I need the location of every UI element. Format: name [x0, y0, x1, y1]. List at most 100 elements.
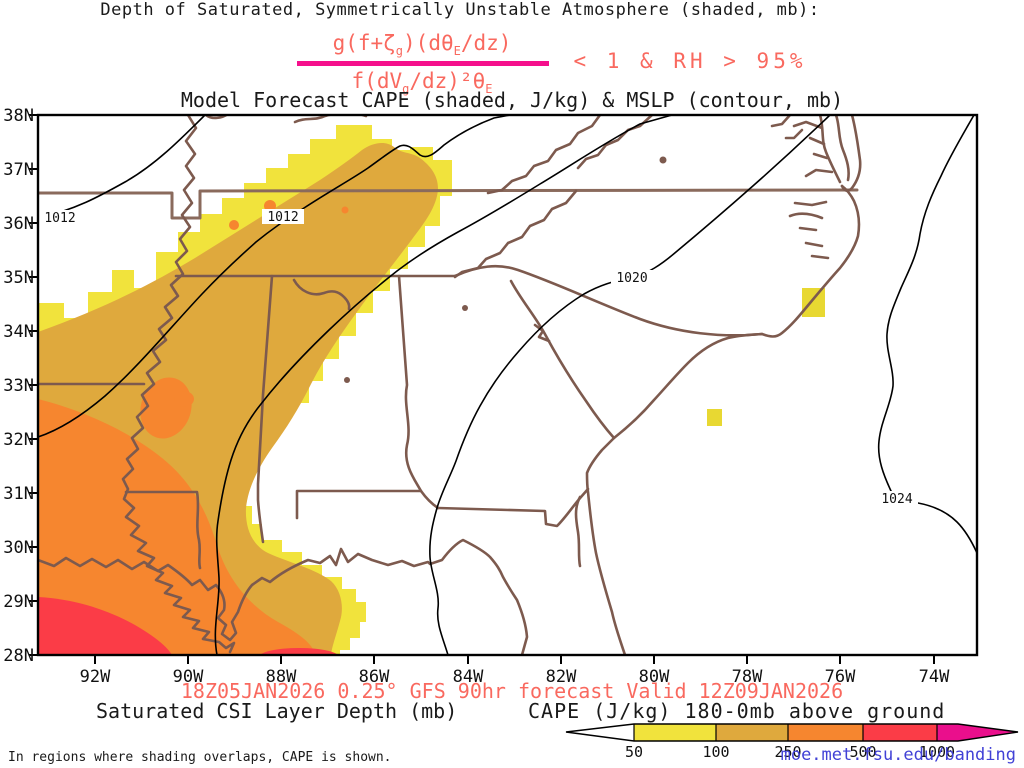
border-mississippi-alabama	[256, 274, 274, 544]
formula-num-sub: E	[453, 44, 461, 59]
lat-label: 30N	[3, 538, 34, 558]
contour-label-box	[611, 270, 653, 285]
border-kentucky-virginia-mtns	[486, 115, 602, 195]
chesapeake-bay-west-shore	[818, 115, 842, 184]
border-virginia-wv-mtns	[576, 115, 654, 170]
contour-label-1024: 1024	[881, 492, 912, 507]
border-louisiana-mississippi	[124, 490, 202, 570]
overlap-note: In regions where shading overlaps, CAPE …	[8, 750, 392, 765]
border-florida-georgia	[436, 487, 590, 528]
lon-label: 82W	[546, 667, 577, 687]
lat-label: 34N	[3, 322, 34, 342]
lake-dot-alabama	[344, 377, 350, 383]
albemarle-sound-2	[788, 212, 824, 220]
lat-label: 38N	[3, 106, 34, 126]
border-nc-sc	[453, 264, 764, 337]
formula-numerator: g(f+ζg)(dθE/dz)	[222, 31, 622, 58]
potomac-river	[792, 120, 824, 130]
colorbar-segment-white	[566, 724, 634, 741]
formula-den-part: /dz)²θ	[409, 69, 486, 93]
lon-label: 90W	[173, 667, 204, 687]
formula-denominator: f(dVg/dz)²θE	[222, 69, 622, 96]
formula-num-part: /dz)	[460, 31, 512, 55]
lon-label: 74W	[919, 667, 950, 687]
delmarva-outer-coast	[840, 115, 862, 193]
legend-csi-label: Saturated CSI Layer Depth (mb)	[96, 699, 458, 723]
lon-label: 86W	[359, 667, 390, 687]
va-river-1	[770, 115, 792, 128]
contour-label-box	[39, 210, 81, 225]
contour-label-1012-east: 1012	[267, 210, 298, 225]
lat-label: 31N	[3, 484, 34, 504]
model-valid-line: 18Z05JAN2026 0.25° GFS 90hr forecast Val…	[180, 679, 844, 703]
lat-label: 32N	[3, 430, 34, 450]
csi-orange-spot-4	[341, 206, 349, 214]
lat-label: 33N	[3, 376, 34, 396]
lat-label: 36N	[3, 214, 34, 234]
cape-square-offshore-sc	[707, 409, 722, 426]
colorbar-segment-yellow	[634, 724, 716, 741]
colorbar-tick-label: 250	[774, 743, 801, 761]
lon-label: 78W	[732, 667, 763, 687]
border-georgia-sc-savannah-river	[509, 279, 616, 440]
contour-label-group: 1012 1012 1020 1024	[39, 209, 918, 507]
colorbar-tick-label: 50	[625, 743, 643, 761]
contour-1020	[429, 115, 831, 655]
cape-red-sliver	[260, 648, 338, 655]
sc-lake-squiggle	[533, 323, 551, 343]
formula-num-part: g(f+ζ	[332, 31, 396, 55]
csi-orange-spot-3	[174, 391, 194, 407]
lon-label: 76W	[825, 667, 856, 687]
page-title: Depth of Saturated, Symmetrically Unstab…	[100, 0, 820, 20]
shaded-fields	[38, 125, 825, 655]
colorbar-segment-gold	[716, 724, 788, 741]
james-river	[804, 168, 834, 178]
contour-label-box	[876, 491, 918, 506]
va-river-2	[784, 128, 804, 140]
colorbar-tick-label: 1000	[919, 743, 955, 761]
lat-label: 37N	[3, 160, 34, 180]
st-johns-river	[574, 495, 582, 568]
contour-label-box	[262, 209, 304, 224]
lat-label: 35N	[3, 268, 34, 288]
york-river	[812, 152, 829, 160]
site-url-link[interactable]: moe.met.fsu.edu/banding	[780, 745, 1016, 765]
cape-colorbar: 50 100 250 500 1000	[565, 723, 1019, 761]
contour-1024	[877, 115, 977, 554]
colorbar-segment-orange	[788, 724, 863, 741]
lake-dot-virginia	[659, 156, 667, 164]
formula-den-part: f(dV	[351, 69, 403, 93]
chesapeake-bay-east-shore	[834, 115, 850, 182]
axis-ticks	[29, 114, 935, 664]
rappahannock-river	[808, 136, 826, 146]
formula-condition: < 1 & RH > 95%	[573, 49, 807, 73]
geography-lines	[38, 115, 862, 655]
border-tennessee-nc-mtns	[453, 189, 578, 279]
formula-num-sub: g	[395, 44, 404, 59]
mississippi-river	[121, 115, 236, 654]
contour-1016	[214, 115, 673, 655]
lat-label: 29N	[3, 592, 34, 612]
subtitle: Model Forecast CAPE (shaded, J/kg) & MSL…	[180, 88, 844, 112]
formula-den-sub: E	[485, 82, 493, 97]
contour-1012-west	[38, 115, 206, 219]
colorbar-tick-label: 100	[702, 743, 729, 761]
colorbar-segment-red	[863, 724, 937, 741]
border-missouri-kentucky-virginia	[38, 188, 859, 220]
cape-red-max-sw	[38, 597, 172, 655]
contour-1012-east	[38, 115, 511, 438]
cape-orange-louisiana	[38, 399, 316, 655]
gulf-coastline	[38, 538, 529, 655]
pamlico-sound-1	[798, 226, 818, 232]
border-alabama-florida	[295, 489, 423, 520]
contour-label-1020: 1020	[616, 271, 647, 286]
pamlico-sound-3	[810, 254, 830, 260]
legend-cape-label: CAPE (J/kg) 180-0mb above ground	[528, 699, 946, 723]
formula-den-sub: g	[402, 82, 410, 97]
lon-label: 84W	[453, 667, 484, 687]
contour-label-1012-west: 1012	[44, 211, 75, 226]
lon-axis: 92W 90W 88W 86W 84W 82W 80W 78W 76W 74W	[80, 667, 950, 687]
lon-label: 92W	[80, 667, 111, 687]
colorbar-segment-magenta	[937, 724, 1018, 741]
